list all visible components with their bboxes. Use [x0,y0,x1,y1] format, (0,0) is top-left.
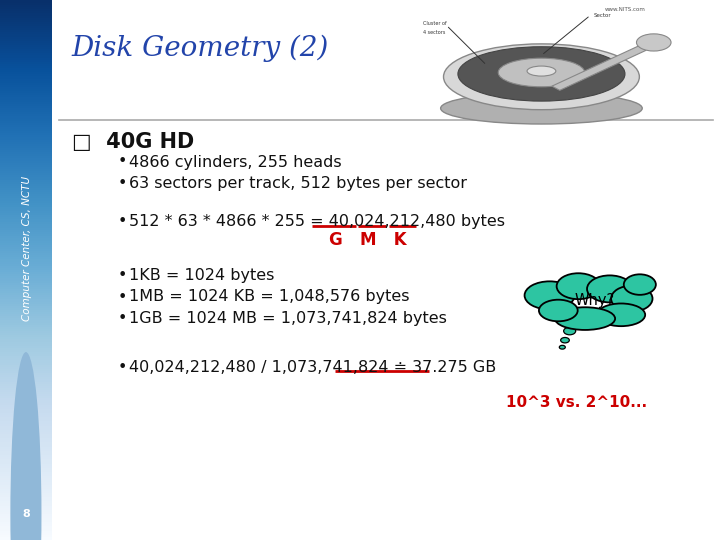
Ellipse shape [624,274,656,295]
Text: 1MB = 1024 KB = 1,048,576 bytes: 1MB = 1024 KB = 1,048,576 bytes [129,289,409,305]
Ellipse shape [458,47,625,101]
Text: 8: 8 [22,509,30,519]
Text: G   M   K: G M K [329,231,407,249]
Text: 512 * 63 * 4866 * 255 = 40,024,212,480 bytes: 512 * 63 * 4866 * 255 = 40,024,212,480 b… [129,214,505,229]
Text: •: • [117,268,127,283]
Text: •: • [117,176,127,191]
Text: Why?: Why? [575,293,615,308]
Text: Cluster of: Cluster of [423,21,447,26]
Ellipse shape [555,307,615,330]
Ellipse shape [444,44,639,110]
Ellipse shape [539,300,577,321]
Ellipse shape [441,92,642,124]
Ellipse shape [527,66,556,76]
Text: 4866 cylinders, 255 heads: 4866 cylinders, 255 heads [129,154,341,170]
Text: 1GB = 1024 MB = 1,073,741,824 bytes: 1GB = 1024 MB = 1,073,741,824 bytes [129,311,446,326]
Text: •: • [117,311,127,326]
FancyArrow shape [552,46,646,90]
Text: www.NITS.com: www.NITS.com [605,7,645,12]
Text: 10^3 vs. 2^10...: 10^3 vs. 2^10... [506,395,647,410]
Text: Computer Center, CS, NCTU: Computer Center, CS, NCTU [22,176,32,321]
Ellipse shape [559,346,565,349]
Ellipse shape [587,275,632,302]
Ellipse shape [611,286,652,312]
Circle shape [636,34,671,51]
Text: 1KB = 1024 bytes: 1KB = 1024 bytes [129,268,274,283]
Text: •: • [117,214,127,229]
Text: □  40G HD: □ 40G HD [72,132,194,152]
Ellipse shape [525,281,575,309]
Ellipse shape [557,273,600,299]
Text: Disk Geometry (2): Disk Geometry (2) [72,35,329,63]
Text: Sector: Sector [593,13,611,18]
Ellipse shape [597,303,645,326]
Text: •: • [117,360,127,375]
Ellipse shape [561,338,570,343]
Text: 40,024,212,480 / 1,073,741,824 ≐ 37.275 GB: 40,024,212,480 / 1,073,741,824 ≐ 37.275 … [129,360,496,375]
Ellipse shape [564,327,576,335]
Text: 63 sectors per track, 512 bytes per sector: 63 sectors per track, 512 bytes per sect… [129,176,467,191]
Ellipse shape [498,58,585,87]
Text: •: • [117,289,127,305]
Circle shape [10,352,42,540]
Text: 4 sectors: 4 sectors [423,30,446,35]
Text: •: • [117,154,127,170]
